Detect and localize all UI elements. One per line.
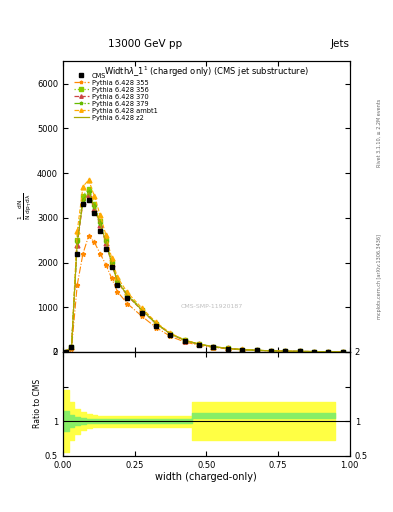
Y-axis label: Ratio to CMS: Ratio to CMS [33, 379, 42, 429]
Text: mcplots.cern.ch [arXiv:1306.3436]: mcplots.cern.ch [arXiv:1306.3436] [377, 234, 382, 319]
Text: Rivet 3.1.10, ≥ 2.2M events: Rivet 3.1.10, ≥ 2.2M events [377, 99, 382, 167]
Text: CMS-SMP-11920187: CMS-SMP-11920187 [181, 304, 243, 309]
Legend: CMS, Pythia 6.428 355, Pythia 6.428 356, Pythia 6.428 370, Pythia 6.428 379, Pyt: CMS, Pythia 6.428 355, Pythia 6.428 356,… [71, 70, 160, 123]
Y-axis label: $\mathregular{\frac{1}{N}\,\frac{dN}{dp_T\,d\lambda}}$: $\mathregular{\frac{1}{N}\,\frac{dN}{dp_… [17, 193, 34, 220]
X-axis label: width (charged-only): width (charged-only) [156, 472, 257, 482]
Text: Jets: Jets [331, 38, 350, 49]
Text: Width$\lambda$_1$^1$ (charged only) (CMS jet substructure): Width$\lambda$_1$^1$ (charged only) (CMS… [104, 65, 309, 79]
Text: 13000 GeV pp: 13000 GeV pp [108, 38, 182, 49]
